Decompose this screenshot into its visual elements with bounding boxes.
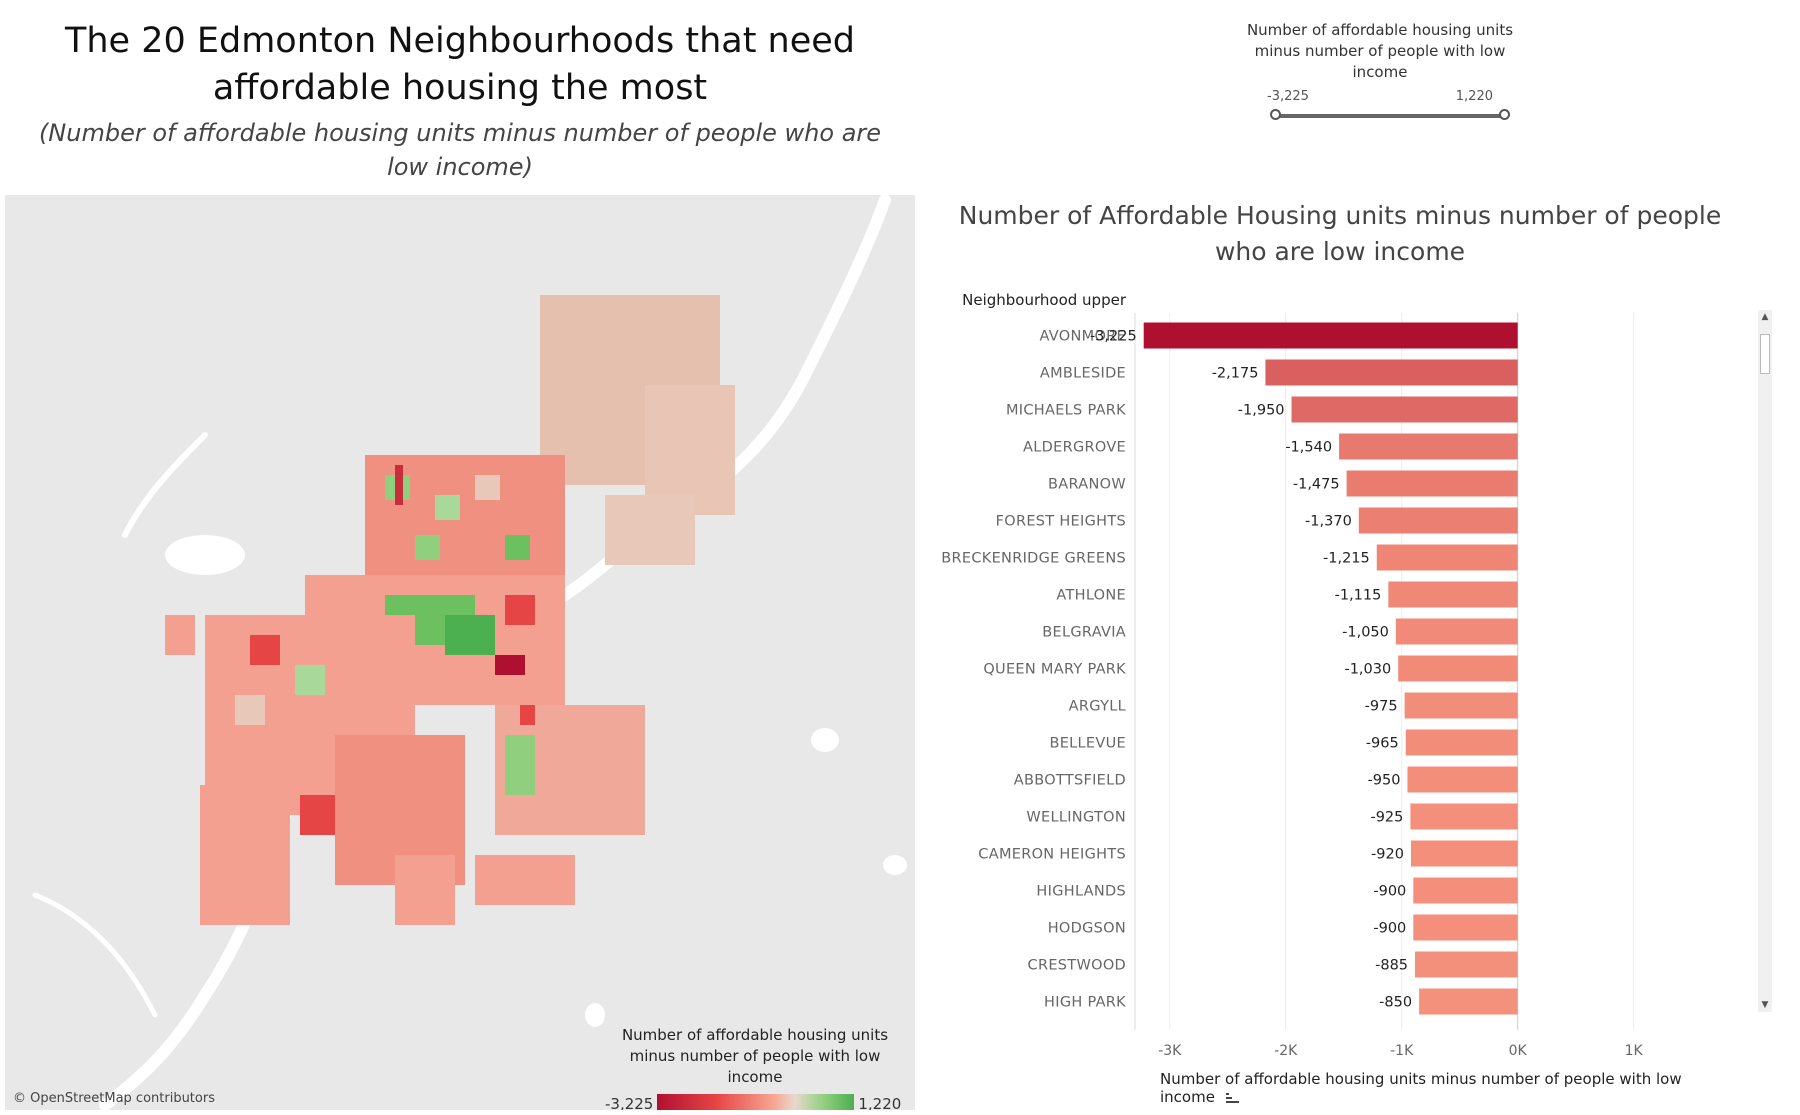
scroll-down-icon[interactable]: ▼ <box>1761 1000 1769 1010</box>
data-label: -1,370 <box>1305 514 1352 530</box>
data-label: -965 <box>1366 736 1399 752</box>
bar[interactable] <box>1419 988 1518 1015</box>
data-label: -1,215 <box>1323 551 1370 567</box>
bar[interactable] <box>1388 581 1518 608</box>
category-label: ALDERGROVE <box>1023 440 1126 456</box>
data-label: -2,175 <box>1212 366 1259 382</box>
chart-scrollbar[interactable]: ▲ ▼ <box>1758 310 1772 1012</box>
filter-min-handle[interactable] <box>1270 109 1281 120</box>
data-label: -900 <box>1373 921 1406 937</box>
sort-icon[interactable] <box>1225 1092 1240 1104</box>
city-region-south <box>335 735 575 925</box>
category-label: CAMERON HEIGHTS <box>978 847 1126 863</box>
map-legend-color-bar <box>657 1094 855 1110</box>
bar[interactable] <box>1291 396 1518 423</box>
map-legend-min: -3,225 <box>605 1095 654 1110</box>
data-label: -1,950 <box>1238 403 1285 419</box>
range-filter[interactable]: Number of affordable housing units minus… <box>1240 20 1520 124</box>
bar[interactable] <box>1398 655 1518 682</box>
filter-track-line <box>1276 114 1504 118</box>
data-label: -885 <box>1375 958 1408 974</box>
category-label: BELLEVUE <box>1049 736 1126 752</box>
bar[interactable] <box>1407 766 1518 793</box>
bar[interactable] <box>1415 951 1518 978</box>
category-label: BARANOW <box>1048 477 1126 493</box>
x-tick-label: -2K <box>1274 1043 1298 1059</box>
category-label: ATHLONE <box>1056 588 1126 604</box>
category-label: HIGHLANDS <box>1036 884 1126 900</box>
page-subtitle: (Number of affordable housing units minu… <box>38 119 882 181</box>
filter-min-label: -3,225 <box>1267 89 1309 104</box>
x-tick-label: 0K <box>1509 1043 1528 1059</box>
map-legend: Number of affordable housing units minus… <box>605 1025 905 1110</box>
data-label: -1,540 <box>1285 440 1332 456</box>
city-region-south-east <box>495 705 645 835</box>
data-label: -920 <box>1371 847 1404 863</box>
x-axis-ticks: -3K -2K -1K 0K 1K <box>1158 1043 1643 1059</box>
city-region-north-east <box>540 295 735 565</box>
bar[interactable] <box>1339 433 1518 460</box>
bar[interactable] <box>1413 914 1518 941</box>
bars[interactable]: AVONMORE-3,225 AMBLESIDE -2,175 MICHAELS PA… <box>941 322 1518 1015</box>
category-label: HODGSON <box>1048 921 1126 937</box>
bar[interactable] <box>1143 322 1518 349</box>
page-title: The 20 Edmonton Neighbourhoods that need… <box>64 21 856 108</box>
filter-max-label: 1,220 <box>1455 89 1493 104</box>
category-label: BRECKENRIDGE GREENS <box>941 551 1126 567</box>
data-label: -1,475 <box>1293 477 1340 493</box>
bar[interactable] <box>1410 803 1518 830</box>
category-label: FOREST HEIGHTS <box>996 514 1126 530</box>
data-label: -950 <box>1368 773 1401 789</box>
map-white-patches <box>165 535 907 1027</box>
category-label: ARGYLL <box>1069 699 1126 715</box>
category-label: HIGH PARK <box>1044 995 1126 1011</box>
bar[interactable] <box>1395 618 1518 645</box>
data-label: -975 <box>1365 699 1398 715</box>
x-tick-label: -3K <box>1158 1043 1182 1059</box>
data-label: -1,050 <box>1342 625 1389 641</box>
x-axis-title-row: Number of affordable housing units minus… <box>1160 1070 1740 1106</box>
data-label: -1,115 <box>1335 588 1382 604</box>
bar[interactable] <box>1405 729 1518 756</box>
bar[interactable] <box>1410 840 1518 867</box>
filter-title: Number of affordable housing units minus… <box>1246 21 1514 81</box>
bar-chart: Neighbourhood upper AVONMORE-3,225 AMBLES… <box>941 291 1643 1059</box>
data-label: -850 <box>1379 995 1412 1011</box>
data-label: -3,225 <box>1090 329 1137 345</box>
x-axis-title: Number of affordable housing units minus… <box>1160 1070 1682 1106</box>
map-legend-max: 1,220 <box>858 1095 902 1110</box>
bar[interactable] <box>1404 692 1518 719</box>
y-axis-title: Neighbourhood upper <box>962 291 1127 309</box>
data-label: -1,030 <box>1344 662 1391 678</box>
category-label: ABBOTTSFIELD <box>1014 773 1126 789</box>
category-label: AMBLESIDE <box>1040 366 1126 382</box>
category-label: CRESTWOOD <box>1028 958 1126 974</box>
map-attribution[interactable]: © OpenStreetMap contributors <box>13 1091 215 1106</box>
filter-slider[interactable] <box>1270 108 1510 124</box>
scroll-up-icon[interactable]: ▲ <box>1761 312 1769 322</box>
map-legend-title: Number of affordable housing units minus… <box>621 1026 889 1086</box>
scroll-thumb[interactable] <box>1760 334 1770 374</box>
data-label: -925 <box>1370 810 1403 826</box>
bar[interactable] <box>1346 470 1518 497</box>
bar[interactable] <box>1413 877 1518 904</box>
category-label: MICHAELS PARK <box>1006 403 1126 419</box>
category-label: BELGRAVIA <box>1042 625 1126 641</box>
bar[interactable] <box>1358 507 1518 534</box>
category-label: QUEEN MARY PARK <box>983 662 1126 678</box>
x-tick-label: 1K <box>1625 1043 1644 1059</box>
neighbourhood-map[interactable]: Number of affordable housing units minus… <box>5 195 915 1110</box>
bar[interactable] <box>1265 359 1518 386</box>
category-label: AVONMORE <box>1040 329 1126 345</box>
x-tick-label: -1K <box>1390 1043 1414 1059</box>
filter-max-handle[interactable] <box>1499 109 1510 120</box>
bar[interactable] <box>1376 544 1518 571</box>
category-label: WELLINGTON <box>1026 810 1126 826</box>
chart-title: Number of Affordable Housing units minus… <box>958 201 1722 266</box>
data-label: -900 <box>1373 884 1406 900</box>
map-canvas <box>32 195 907 1110</box>
